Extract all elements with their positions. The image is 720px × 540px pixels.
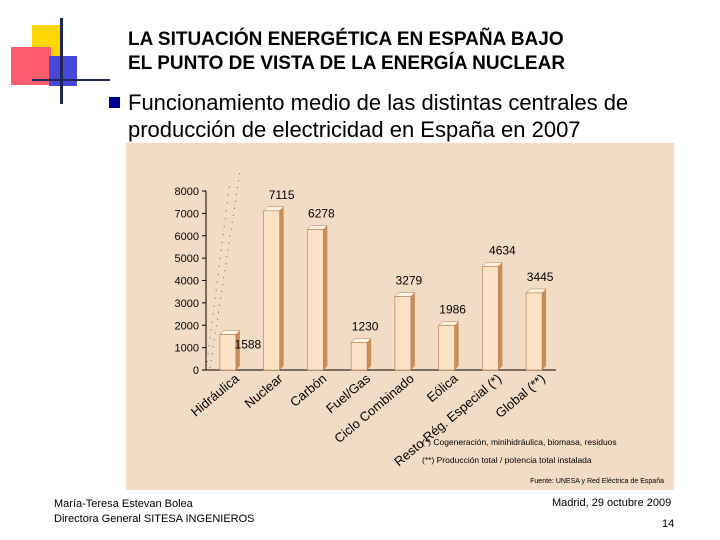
category-label: Nuclear	[242, 370, 286, 411]
y-tick-label: 4000	[175, 276, 199, 288]
bullet-square-icon	[109, 97, 120, 108]
page-number: 14	[662, 518, 675, 530]
bullet-line-1: Funcionamiento medio de las distintas ce…	[128, 90, 629, 115]
title-line-1: LA SITUACIÓN ENERGÉTICA EN ESPAÑA BAJO	[128, 29, 564, 50]
data-label: 4634	[489, 243, 516, 257]
y-tick-label: 7000	[175, 208, 199, 220]
data-label: 1986	[439, 303, 466, 317]
bar	[219, 334, 237, 371]
bar-side	[279, 206, 284, 370]
bullet-text: Funcionamiento medio de las distintas ce…	[128, 89, 698, 143]
footer-author: María-Teresa Estevan Bolea	[54, 498, 193, 510]
data-label: 3279	[396, 274, 423, 288]
y-tick-label: 6000	[175, 231, 199, 243]
y-tick-label: 1000	[175, 343, 199, 355]
category-label: Eólica	[424, 370, 461, 405]
chart-source: Fuente: UNESA y Red Eléctrica de España	[530, 478, 664, 485]
title-line-2: EL PUNTO DE VISTA DE LA ENERGÍA NUCLEAR	[128, 53, 566, 74]
deco-vertical-line	[60, 18, 63, 104]
bar-chart: 0 1000 2000 3000 4000 5000 6000 7000 8000 1588 71…	[175, 170, 664, 485]
data-label: 1230	[352, 319, 379, 333]
data-label: 3445	[527, 270, 554, 284]
data-label: 1588	[235, 337, 262, 351]
bar	[350, 342, 368, 371]
chart-note-2: (**) Producción total / potencia total i…	[422, 455, 592, 465]
bar-side	[323, 225, 328, 370]
footer-date: Madrid, 29 octubre 2009	[552, 497, 672, 509]
deco-horizontal-line	[32, 79, 110, 81]
bar	[263, 210, 280, 371]
bar-side	[235, 330, 240, 370]
bar	[438, 325, 455, 371]
page-title: LA SITUACIÓN ENERGÉTICA EN ESPAÑA BAJO E…	[128, 28, 688, 76]
deco-blue-square	[49, 56, 77, 86]
bar	[307, 229, 324, 371]
chart-note-1: (*) Cogeneración, minihidráulica, biomas…	[422, 437, 617, 447]
bar-side	[454, 321, 459, 370]
category-label: Hidráulica	[188, 370, 243, 419]
bar	[482, 266, 499, 371]
bar-side	[542, 288, 547, 370]
data-label: 6278	[308, 207, 335, 221]
bar	[394, 296, 412, 371]
bullet-line-2: producción de electricidad en España en …	[128, 117, 581, 142]
bar-side	[498, 262, 503, 370]
data-label: 7115	[269, 188, 295, 202]
y-tick-label: 8000	[175, 186, 199, 198]
bar	[525, 292, 543, 371]
y-tick-label: 5000	[175, 253, 199, 265]
chart-panel: 0 1000 2000 3000 4000 5000 6000 7000 8000 1588 71…	[126, 143, 674, 490]
deco-red-square	[11, 47, 51, 85]
category-label: Ciclo Combinado	[331, 371, 416, 446]
y-tick-label: 0	[193, 365, 199, 377]
y-tick-label: 3000	[175, 298, 199, 310]
y-tick-label: 2000	[175, 320, 199, 332]
footer-role: Directora General SITESA INGENIEROS	[54, 513, 255, 525]
bar-side	[367, 338, 372, 370]
bar-side	[410, 292, 415, 370]
